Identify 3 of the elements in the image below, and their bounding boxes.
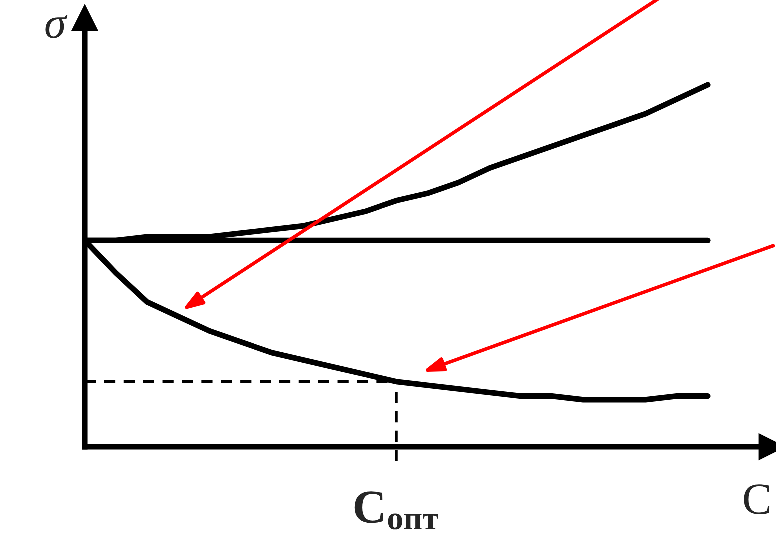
text: C$_{опт}$ bbox=[354, 492, 438, 530]
y-axis-title: σ bbox=[46, 15, 68, 38]
x-axis-title: C bbox=[744, 484, 770, 514]
